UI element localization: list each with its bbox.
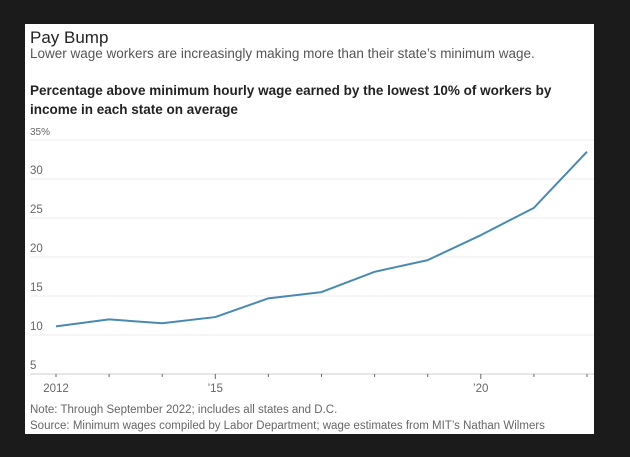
y-tick-label: 25 [30,204,43,216]
series-line [55,151,588,328]
x-tick-label: ’20 [473,383,488,395]
y-tick-label: 30 [30,165,43,177]
x-tick-label: 2012 [43,383,69,395]
chart-note: Note: Through September 2022; includes a… [30,404,338,416]
y-tick-label: 10 [30,321,43,333]
y-tick-label: 15 [30,282,43,294]
x-tick-label: ’15 [208,383,223,395]
chart-title: Pay Bump [30,28,109,47]
chart-source: Source: Minimum wages compiled by Labor … [30,420,545,432]
y-tick-label: 35% [30,127,50,138]
line-chart: 35% 30 25 20 15 10 5 2012 ’15 ’20 [30,127,594,395]
chart-heading: Percentage above minimum hourly wage ear… [30,83,552,117]
y-tick-label: 20 [30,243,43,255]
chart-card: Pay Bump Lower wage workers are increasi… [25,24,594,434]
y-tick-label: 5 [30,360,36,372]
chart-subtitle: Lower wage workers are increasingly maki… [30,46,535,61]
